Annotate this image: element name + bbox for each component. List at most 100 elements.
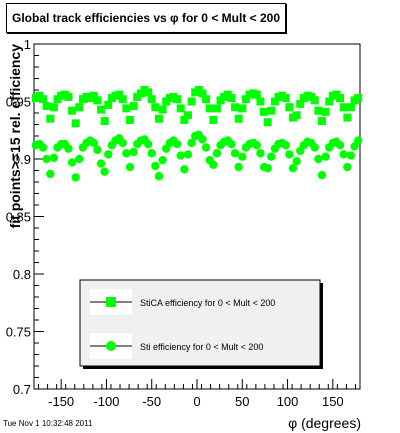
sti-point <box>227 139 236 149</box>
sti-point <box>209 160 218 169</box>
stica-point <box>71 119 80 128</box>
stica-point <box>115 90 124 99</box>
sti-point <box>89 138 98 148</box>
x-tick-label: -50 <box>142 394 161 409</box>
stica-point <box>209 115 218 124</box>
stica-point <box>241 95 250 104</box>
stica-point <box>336 94 345 103</box>
sti-point <box>238 152 247 161</box>
stica-point <box>231 103 240 112</box>
legend-marker-square <box>106 297 116 307</box>
stica-point <box>346 103 355 112</box>
sti-point <box>154 172 164 181</box>
stica-point <box>317 117 326 126</box>
data-marks <box>31 86 363 182</box>
stica-point <box>227 94 236 103</box>
sti-point <box>288 164 298 173</box>
stica-point <box>310 96 319 105</box>
stica-point <box>285 103 294 112</box>
stica-point <box>296 99 305 108</box>
sti-point <box>335 141 345 150</box>
legend-label: StiCA efficiency for 0 < Mult < 200 <box>140 298 275 308</box>
sti-point <box>252 141 261 150</box>
sti-point <box>172 139 182 149</box>
x-tick-label: 0 <box>193 394 200 409</box>
stica-point <box>100 117 109 126</box>
sti-point <box>212 149 222 158</box>
sti-point <box>147 149 156 158</box>
sti-point <box>46 169 55 179</box>
x-tick-label: -100 <box>93 394 119 409</box>
stica-point <box>234 114 243 123</box>
stica-point <box>154 114 163 123</box>
sti-point <box>353 136 363 145</box>
sti-point <box>183 150 193 159</box>
stica-point <box>263 118 272 127</box>
sti-point <box>96 159 106 168</box>
stica-point <box>252 90 261 99</box>
sti-point <box>198 135 207 144</box>
footer-timestamp: Tue Nov 1 10:32:48 2011 <box>3 419 93 428</box>
x-tick-label: 100 <box>277 394 299 409</box>
legend-label: Sti efficiency for 0 < Mult < 200 <box>140 342 263 352</box>
stica-point <box>198 89 207 98</box>
legend-marker-circle <box>106 341 116 351</box>
chart-title-text: Global track efficiencies vs φ for 0 < M… <box>11 11 281 25</box>
stica-point <box>68 106 77 115</box>
sti-point <box>122 149 131 158</box>
stica-point <box>122 104 131 113</box>
stica-point <box>292 111 301 120</box>
stica-point <box>147 95 156 104</box>
sti-point <box>263 164 272 173</box>
stica-point <box>176 104 185 113</box>
stica-point <box>325 97 334 106</box>
sti-point <box>143 139 153 149</box>
sti-point <box>100 167 109 176</box>
stica-point <box>104 100 113 109</box>
x-axis-label: φ (degrees) <box>288 415 361 431</box>
y-tick-label: 0.85 <box>6 210 31 225</box>
sti-point <box>285 150 294 159</box>
sti-point <box>42 154 51 164</box>
stica-point <box>118 95 127 104</box>
sti-point <box>317 170 327 180</box>
sti-point <box>201 143 211 152</box>
stica-point <box>281 94 290 103</box>
stica-point <box>354 94 363 103</box>
sti-point <box>118 138 127 148</box>
stica-point <box>212 104 221 113</box>
sti-point <box>125 162 135 172</box>
legend: StiCA efficiency for 0 < Mult < 200 Sti e… <box>79 279 323 369</box>
sti-point <box>346 151 356 160</box>
stica-point <box>187 97 196 106</box>
sti-point <box>38 143 48 152</box>
sti-point <box>151 161 160 171</box>
sti-point <box>321 152 330 161</box>
sti-point <box>267 152 276 161</box>
stica-point <box>238 104 247 113</box>
sti-point <box>314 154 323 164</box>
stica-point <box>158 105 167 114</box>
y-tick-label: 0.8 <box>13 267 31 282</box>
sti-point <box>281 141 290 150</box>
stica-point <box>151 103 160 112</box>
sti-point <box>256 149 265 158</box>
sti-point <box>310 143 319 152</box>
sti-point <box>93 145 102 154</box>
sti-point <box>75 154 84 164</box>
y-tick-label: 0.75 <box>6 325 31 340</box>
sti-point <box>67 158 77 167</box>
x-tick-label: 50 <box>235 394 249 409</box>
sti-point <box>234 162 243 172</box>
stica-point <box>180 115 189 124</box>
sti-point <box>104 150 113 159</box>
stica-point <box>64 92 73 101</box>
sti-point <box>176 151 185 160</box>
stica-point <box>39 95 48 104</box>
y-tick-label: 0.9 <box>13 152 31 167</box>
stica-point <box>129 102 138 111</box>
y-tick-label: 1 <box>24 37 31 52</box>
stica-point <box>49 103 58 112</box>
sti-point <box>158 155 167 165</box>
